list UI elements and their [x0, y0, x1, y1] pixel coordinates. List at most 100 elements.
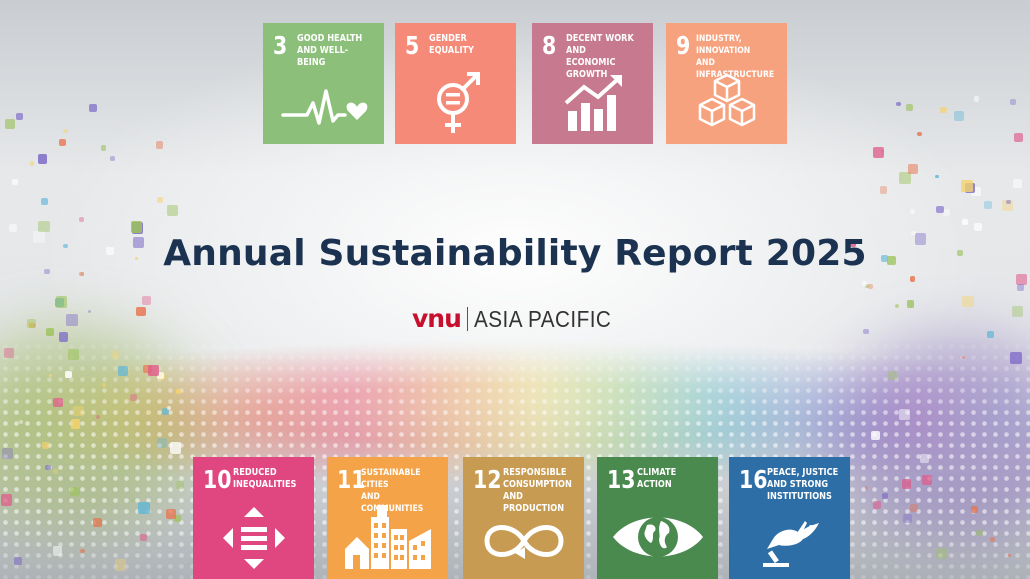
background-speck — [87, 310, 91, 314]
background-speck — [917, 131, 922, 137]
background-speck — [109, 156, 115, 162]
brand-divider — [466, 307, 468, 331]
background-speck — [131, 498, 135, 502]
background-speck — [130, 221, 143, 234]
background-speck — [879, 186, 888, 194]
gender-equality-icon — [437, 72, 480, 133]
background-speck — [157, 438, 167, 448]
background-speck — [3, 347, 15, 359]
background-speck — [850, 241, 857, 248]
background-speck — [907, 163, 918, 174]
background-speck — [111, 351, 119, 359]
infinity-icon — [484, 525, 564, 559]
background-speck — [920, 454, 930, 464]
background-speck — [28, 321, 34, 328]
background-speck — [37, 154, 48, 164]
background-speck — [873, 501, 881, 509]
background-speck — [175, 480, 185, 490]
sdg-tile-3: 3 GOOD HEALTH AND WELL-BEING — [263, 23, 384, 144]
background-speck — [55, 296, 68, 308]
background-speck — [899, 171, 911, 184]
background-speck — [1002, 200, 1013, 211]
background-speck — [1012, 178, 1023, 189]
background-speck — [1010, 351, 1022, 364]
background-speck — [1015, 273, 1028, 285]
sdg-number: 5 — [405, 31, 420, 60]
brand-region: ASIA PACIFIC — [473, 305, 612, 332]
background-speck — [44, 268, 50, 274]
heartbeat-icon — [281, 89, 368, 125]
background-speck — [903, 513, 913, 523]
background-speck — [147, 364, 159, 376]
sdg-number: 13 — [607, 465, 636, 494]
sdg-number: 12 — [473, 465, 502, 494]
earth-eye-icon — [613, 517, 703, 557]
background-speck — [868, 284, 874, 290]
background-speck — [176, 388, 182, 395]
background-speck — [971, 186, 981, 197]
sdg-tile-9: 9 INDUSTRY, INNOVATION AND INFRASTRUCTUR… — [666, 23, 787, 144]
background-speck — [9, 224, 17, 232]
background-speck — [882, 493, 888, 499]
background-speck — [1006, 199, 1011, 205]
background-speck — [59, 138, 66, 146]
background-speck — [165, 508, 177, 520]
sdg-tile-5: 5 GENDER EQUALITY — [395, 23, 516, 144]
background-speck — [41, 441, 50, 449]
background-speck — [970, 506, 978, 514]
sdg-label: RESPONSIBLE CONSUMPTION AND PRODUCTION — [503, 467, 572, 514]
background-speck — [905, 103, 914, 112]
report-title: Annual Sustainability Report 2025 — [163, 233, 867, 274]
background-speck — [70, 419, 81, 429]
sdg-number: 11 — [337, 465, 366, 494]
background-speck — [984, 200, 992, 209]
background-speck — [143, 364, 152, 374]
sdg-label: DECENT WORK AND ECONOMIC GROWTH — [566, 33, 634, 80]
background-speck — [79, 548, 85, 554]
sdg-tile-12: 12 RESPONSIBLE CONSUMPTION AND PRODUCTIO… — [463, 457, 584, 579]
background-speck — [940, 106, 947, 114]
background-speck — [936, 547, 947, 559]
dove-gavel-icon — [763, 521, 819, 567]
background-speck — [1011, 305, 1023, 317]
background-speck — [45, 465, 51, 471]
sdg-tile-11: 11 SUSTAINABLE CITIES AND COMMUNITIES — [327, 457, 448, 579]
sdg-tile-10: 10 REDUCED INEQUALITIES — [193, 457, 314, 579]
sdg-label: GOOD HEALTH AND WELL-BEING — [297, 33, 363, 68]
background-speck — [922, 474, 933, 485]
background-speck — [865, 283, 870, 288]
background-speck — [942, 209, 951, 217]
background-speck — [161, 407, 170, 416]
background-speck — [909, 276, 915, 282]
background-speck — [26, 318, 36, 328]
background-speck — [79, 271, 84, 276]
background-speck — [67, 349, 80, 361]
background-speck — [973, 222, 983, 231]
cubes-icon — [698, 73, 756, 127]
background-speck — [157, 197, 164, 204]
sdg-number: 9 — [676, 31, 691, 60]
background-speck — [914, 233, 927, 245]
background-speck — [32, 231, 45, 244]
background-speck — [29, 161, 35, 166]
sdg-label: GENDER EQUALITY — [429, 33, 474, 56]
background-speck — [137, 502, 150, 514]
background-speck — [79, 216, 85, 222]
background-speck — [13, 556, 22, 565]
background-speck — [881, 149, 885, 153]
background-speck — [12, 179, 19, 186]
background-speck — [1009, 99, 1016, 106]
background-speck — [870, 431, 880, 441]
sdg-number: 8 — [542, 31, 557, 60]
background-speck — [89, 104, 98, 113]
background-speck — [861, 280, 868, 287]
background-speck — [135, 257, 139, 261]
background-speck — [133, 236, 145, 248]
background-speck — [973, 96, 979, 102]
background-speck — [70, 486, 80, 497]
background-speck — [118, 366, 129, 376]
background-speck — [898, 408, 911, 420]
background-speck — [167, 406, 171, 410]
background-speck — [961, 218, 969, 225]
background-speck — [80, 272, 85, 277]
